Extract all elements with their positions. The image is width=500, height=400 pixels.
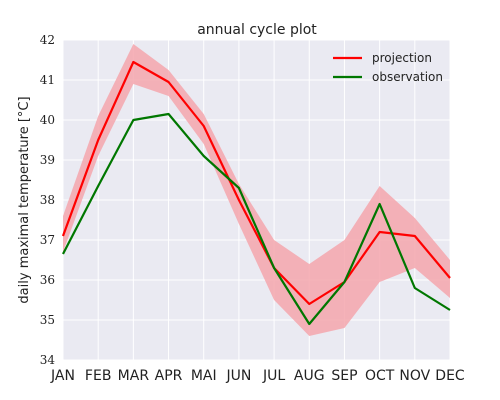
- y-tick-label: 38: [40, 193, 55, 207]
- x-tick-label: FEB: [85, 368, 112, 384]
- y-tick-label: 35: [40, 313, 55, 327]
- y-tick-label: 41: [40, 73, 55, 87]
- x-tick-labels: JAN FEB MAR APR MAI JUN JUL AUG SEP OCT NOV DEC: [50, 368, 465, 384]
- y-tick-label: 36: [40, 273, 55, 287]
- legend-label-observation: observation: [372, 70, 443, 84]
- y-tick-labels: 34 35 36 37 38 39 40 41 42: [40, 33, 56, 367]
- y-tick-label: 39: [40, 153, 55, 167]
- x-tick-label: JAN: [50, 368, 75, 384]
- x-tick-label: JUN: [225, 368, 251, 384]
- x-tick-label: OCT: [365, 368, 395, 384]
- y-tick-label: 37: [40, 233, 55, 247]
- y-tick-label: 34: [40, 353, 56, 367]
- x-tick-label: JUL: [262, 368, 285, 384]
- x-tick-label: NOV: [399, 368, 430, 384]
- x-tick-label: AUG: [294, 368, 325, 384]
- x-tick-label: MAR: [118, 368, 150, 384]
- y-tick-label: 42: [40, 33, 55, 47]
- x-tick-label: APR: [155, 368, 183, 384]
- series-line-projection: [61, 60, 451, 306]
- legend: projection observation: [333, 51, 443, 84]
- series-lines: [61, 60, 451, 326]
- x-tick-label: MAI: [191, 368, 217, 384]
- x-tick-label: SEP: [331, 368, 357, 384]
- y-axis-label: daily maximal temperature [°C]: [17, 96, 32, 303]
- y-tick-label: 40: [40, 113, 55, 127]
- chart-title: annual cycle plot: [197, 22, 317, 38]
- legend-label-projection: projection: [372, 51, 432, 65]
- series-line-observation: [62, 112, 451, 326]
- x-tick-label: DEC: [435, 368, 465, 384]
